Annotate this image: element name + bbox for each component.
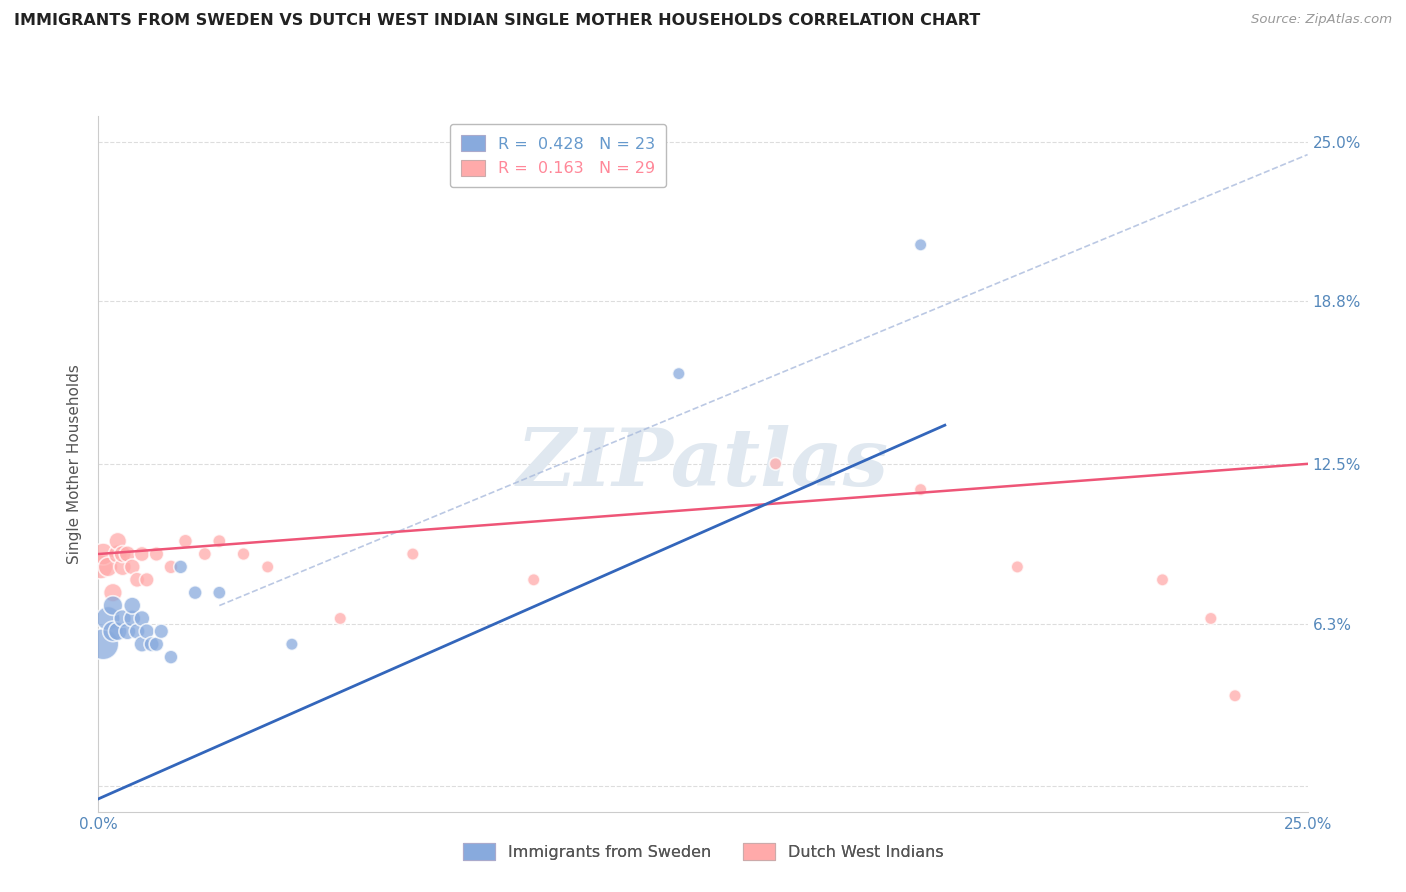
Point <box>97 611 120 625</box>
Point <box>184 585 207 599</box>
Point <box>135 624 157 639</box>
Point <box>97 560 120 574</box>
Point <box>160 560 183 574</box>
Point <box>111 547 134 561</box>
Point <box>121 611 143 625</box>
Point <box>135 573 157 587</box>
Point <box>107 624 129 639</box>
Point <box>281 637 304 651</box>
Point <box>127 624 149 639</box>
Point <box>1152 573 1174 587</box>
Point <box>910 483 932 497</box>
Point <box>127 573 149 587</box>
Text: IMMIGRANTS FROM SWEDEN VS DUTCH WEST INDIAN SINGLE MOTHER HOUSEHOLDS CORRELATION: IMMIGRANTS FROM SWEDEN VS DUTCH WEST IND… <box>14 13 980 29</box>
Point <box>141 637 163 651</box>
Point <box>402 547 425 561</box>
Point <box>910 237 932 252</box>
Point <box>111 611 134 625</box>
Point <box>174 534 197 549</box>
Point <box>90 560 112 574</box>
Point <box>160 650 183 665</box>
Point <box>121 599 143 613</box>
Point <box>117 547 139 561</box>
Point <box>523 573 546 587</box>
Text: Source: ZipAtlas.com: Source: ZipAtlas.com <box>1251 13 1392 27</box>
Point <box>150 624 173 639</box>
Point <box>117 624 139 639</box>
Point <box>131 547 153 561</box>
Point <box>668 367 690 381</box>
Point <box>91 547 114 561</box>
Point <box>121 560 143 574</box>
Point <box>1007 560 1029 574</box>
Y-axis label: Single Mother Households: Single Mother Households <box>67 364 83 564</box>
Point <box>131 637 153 651</box>
Point <box>101 624 124 639</box>
Point <box>256 560 278 574</box>
Point <box>91 637 114 651</box>
Point <box>169 560 191 574</box>
Text: ZIPatlas: ZIPatlas <box>517 425 889 502</box>
Point <box>145 547 167 561</box>
Legend: Immigrants from Sweden, Dutch West Indians: Immigrants from Sweden, Dutch West India… <box>457 837 949 866</box>
Point <box>208 534 231 549</box>
Point <box>111 560 134 574</box>
Point <box>1223 689 1246 703</box>
Point <box>101 585 124 599</box>
Point <box>208 585 231 599</box>
Point <box>107 534 129 549</box>
Point <box>194 547 217 561</box>
Point <box>765 457 787 471</box>
Point <box>329 611 352 625</box>
Point <box>1199 611 1222 625</box>
Point <box>232 547 254 561</box>
Point <box>131 611 153 625</box>
Point <box>101 599 124 613</box>
Point <box>145 637 167 651</box>
Point <box>107 547 129 561</box>
